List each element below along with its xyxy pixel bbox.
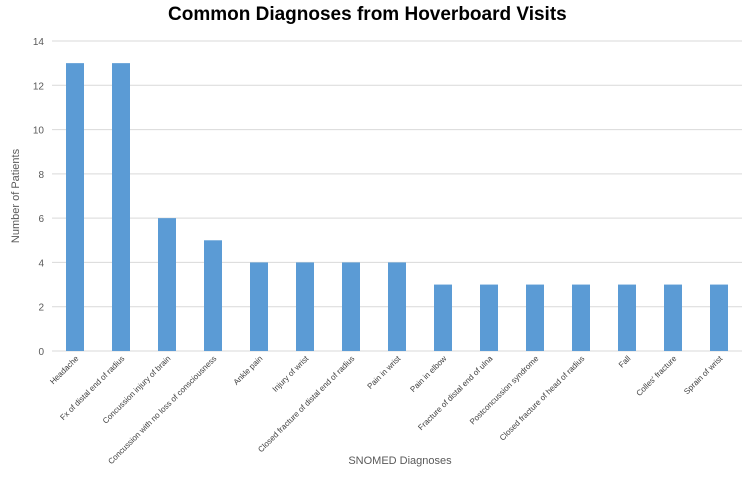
- bar: [572, 284, 590, 351]
- y-tick-label: 10: [33, 126, 45, 137]
- bar: [342, 262, 360, 351]
- bar: [618, 284, 636, 351]
- x-tick-label: Pain in wrist: [366, 354, 403, 391]
- bar: [388, 262, 406, 351]
- bar: [250, 262, 268, 351]
- bar: [66, 63, 84, 352]
- x-tick-label: Fall: [617, 354, 633, 370]
- bar: [158, 218, 176, 351]
- x-tick-label: Injury of wrist: [271, 354, 311, 394]
- bar: [296, 262, 314, 351]
- x-tick-label: Pain in elbow: [408, 354, 448, 394]
- x-tick-label: Sprain of wrist: [682, 354, 725, 397]
- y-tick-label: 14: [33, 37, 45, 48]
- bar: [664, 284, 682, 351]
- bar: [526, 284, 544, 351]
- x-tick-label: Headache: [48, 354, 81, 387]
- y-tick-label: 12: [33, 81, 45, 92]
- bars: [66, 63, 728, 352]
- x-axis-label: SNOMED Diagnoses: [348, 455, 452, 467]
- y-tick-label: 2: [38, 303, 44, 314]
- bar: [204, 240, 222, 351]
- y-tick-label: 0: [38, 347, 44, 358]
- y-tick-label: 6: [38, 214, 44, 225]
- y-tick-labels: 0 2 4 6 8 10 12 14: [33, 37, 45, 358]
- x-tick-label: Colles' fracture: [634, 354, 678, 398]
- x-tick-label: Ankle pain: [232, 354, 265, 387]
- bar: [480, 284, 498, 351]
- x-tick-label: Fracture of distal end of ulna: [416, 354, 494, 432]
- x-tick-label: Closed fracture of head of radius: [498, 354, 586, 442]
- x-tick-label: Closed fracture of distal end of radius: [256, 354, 356, 454]
- y-tick-label: 4: [38, 258, 44, 269]
- y-tick-label: 8: [38, 170, 44, 181]
- x-tick-label: Concussion with no loss of consciousness: [106, 354, 218, 466]
- bar: [710, 284, 728, 351]
- chart-title: Common Diagnoses from Hoverboard Visits: [168, 4, 567, 25]
- bar: [434, 284, 452, 351]
- y-axis-label: Number of Patients: [10, 148, 22, 243]
- bar: [112, 63, 130, 352]
